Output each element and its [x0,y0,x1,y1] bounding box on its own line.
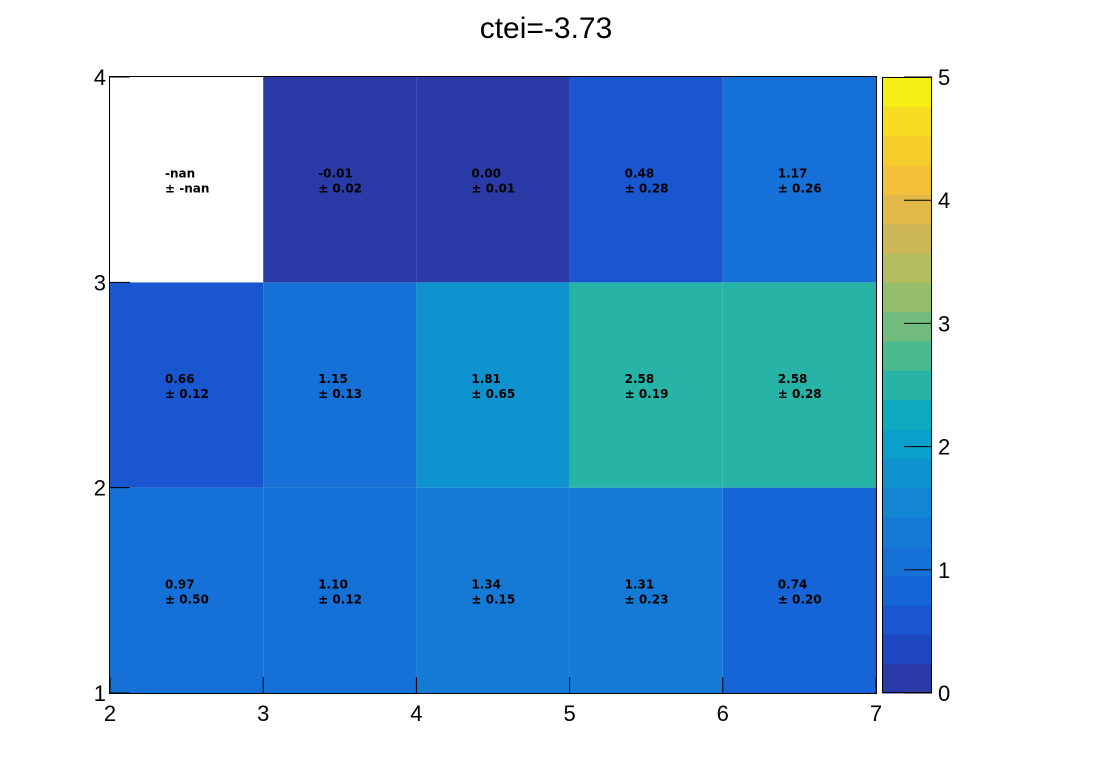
heatmap-cell [416,487,570,693]
color-scale-label: 5 [938,65,950,90]
color-scale-segment [882,370,932,401]
cell-error-label: ± 0.01 [471,182,515,196]
cell-error-label: ± 0.15 [471,592,515,606]
color-scale-label: 1 [938,558,950,583]
color-scale-label: 3 [938,311,950,336]
x-tick-label: 4 [410,701,422,726]
cell-error-label: ± 0.02 [318,182,362,196]
heatmap-cell [416,77,570,283]
cell-value-label: 1.81 [471,372,501,386]
color-scale-segment [882,77,932,107]
cell-error-label: ± 0.28 [625,182,669,196]
heatmap-cell [416,282,570,488]
color-scale-label: 0 [938,681,950,706]
cell-value-label: 0.74 [778,577,808,591]
color-scale-segment [882,663,932,694]
cell-labels: 0.97± 0.501.10± 0.121.34± 0.151.31± 0.23… [165,167,822,607]
chart-title: ctei=-3.73 [480,12,613,45]
color-scale-segment [882,282,932,313]
plot-frame [109,76,877,694]
color-scale-segment [882,253,932,283]
color-scale-label: 4 [938,188,950,213]
color-scale-segment [882,458,932,489]
heatmap-cell [263,282,417,488]
color-scale-segment [882,135,932,166]
cell-value-label: 1.10 [318,577,348,591]
y-tick-label: 3 [94,270,106,295]
color-scale-segment [882,341,932,371]
heatmap-cell [569,487,723,693]
heatmap-cell [569,77,723,283]
color-scale-segment [882,429,932,459]
heatmap-cell [722,282,876,488]
cell-error-label: ± 0.12 [318,592,362,606]
cell-value-label: 0.00 [471,167,501,181]
y-tick-label: 2 [94,476,106,501]
cell-error-label: ± 0.65 [471,387,515,401]
heatmap-cells [110,77,876,693]
cell-value-label: -0.01 [318,167,353,181]
color-scale-segment [882,634,932,665]
x-tick-label: 3 [257,701,269,726]
color-scale-segment [882,575,932,606]
cell-value-label: 1.15 [318,372,348,386]
color-scale-segment [882,311,932,342]
color-scale-segment [882,223,932,254]
cell-value-label: 0.66 [165,372,195,386]
color-scale-segment [882,517,932,547]
heatmap-cell [263,77,417,283]
heatmap-cell [110,487,264,693]
color-scale-segment [882,194,932,225]
heatmap-cell [722,77,876,283]
heatmap-cell [263,487,417,693]
cell-error-label: ± 0.12 [165,387,209,401]
heatmap-cell [110,282,264,488]
x-tick-label: 6 [717,701,729,726]
color-scale-segment [882,546,932,577]
x-tick-label: 2 [104,701,116,726]
cell-error-label: ± 0.50 [165,592,209,606]
heatmap-cell [722,487,876,693]
color-scale-segment [882,605,932,635]
color-scale-segment [882,106,932,137]
cell-error-label: ± 0.13 [318,387,362,401]
x-tick-label: 5 [563,701,575,726]
color-scale-label: 2 [938,435,950,460]
color-scale: 0 1 2 3 4 5 [882,65,950,706]
heatmap-cell [569,282,723,488]
cell-value-label: 0.97 [165,577,195,591]
x-tick-label: 7 [870,701,882,726]
cell-error-label: ± 0.20 [778,592,822,606]
cell-value-label: 0.48 [625,167,655,181]
cell-error-label: ± -nan [165,182,209,196]
color-scale-segment [882,399,932,430]
cell-value-label: 2.58 [778,372,808,386]
color-scale-segment [882,165,932,195]
y-tick-label: 1 [94,681,106,706]
heatmap-cell [110,77,264,283]
cell-error-label: ± 0.28 [778,387,822,401]
cell-error-label: ± 0.26 [778,182,822,196]
y-tick-label: 4 [94,65,106,90]
cell-error-label: ± 0.19 [625,387,669,401]
cell-value-label: 1.17 [778,167,808,181]
cell-value-label: 1.31 [625,577,655,591]
cell-error-label: ± 0.23 [625,592,669,606]
cell-value-label: 2.58 [625,372,655,386]
color-scale-segment [882,487,932,518]
cell-value-label: -nan [165,167,195,181]
cell-value-label: 1.34 [471,577,501,591]
